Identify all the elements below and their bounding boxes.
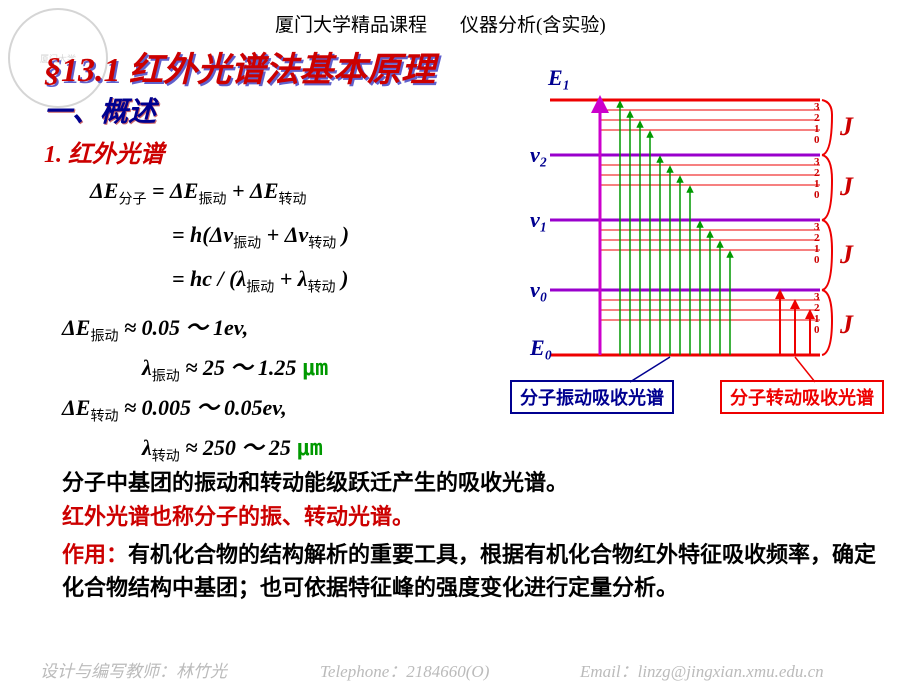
body-p2: 红外光谱也称分子的振、转动光谱。: [62, 500, 414, 533]
label-v2: v₂: [530, 142, 547, 168]
nums-1: 3 2 1 0: [814, 102, 820, 146]
nums-2: 3 2 1 0: [814, 157, 820, 201]
header-course: 厦门大学精品课程: [275, 10, 427, 37]
equation-line3: = hc / (λ振动 + λ转动 ): [172, 266, 348, 296]
item-1-heading: 1. 红外光谱: [44, 134, 164, 169]
body-p1: 分子中基团的振动和转动能级跃迁产生的吸收光谱。: [62, 466, 568, 499]
body-p3: 作用：有机化合物的结构解析的重要工具，根据有机化合物红外特征吸收频率，确定化合物…: [62, 538, 892, 604]
footer-author: 设计与编写教师：林竹光: [40, 657, 227, 682]
equation-line5: λ振动 ≈ 25 ～ 1.25 μm: [142, 350, 328, 385]
energy-level-diagram: E₁ E₀ v₂ v₁ v₀ J J J J 3 2 1 0 3 2 1 0 3…: [500, 60, 900, 410]
label-E1: E₁: [548, 65, 570, 91]
body-p3-text: 有机化合物的结构解析的重要工具，根据有机化合物红外特征吸收频率，确定化合物结构中…: [62, 542, 876, 600]
nums-4: 3 2 1 0: [814, 292, 820, 336]
overview-heading: 一、概述: [44, 90, 156, 130]
caption-rotation: 分子转动吸收光谱: [720, 380, 884, 414]
diagram-svg: [500, 60, 900, 390]
footer-phone: Telephone：2184660(O): [320, 657, 489, 682]
section-title: §13.1 红外光谱法基本原理: [44, 42, 435, 91]
header-subject: 仪器分析(含实验): [460, 10, 606, 37]
label-J2: J: [840, 172, 853, 202]
equation-line2: = h(Δv振动 + Δv转动 ): [172, 222, 349, 252]
label-E0: E₀: [530, 335, 552, 361]
caption-vibration: 分子振动吸收光谱: [510, 380, 674, 414]
label-v1: v₁: [530, 207, 547, 233]
footer-email: Email：linzg@jingxian.xmu.edu.cn: [580, 657, 824, 682]
label-J4: J: [840, 310, 853, 340]
equation-line4: ΔE振动 ≈ 0.05 ～ 1ev,: [62, 310, 248, 345]
nums-3: 3 2 1 0: [814, 222, 820, 266]
equation-line1: ΔE分子 = ΔE振动 + ΔE转动: [90, 178, 307, 208]
label-J1: J: [840, 112, 853, 142]
label-J3: J: [840, 240, 853, 270]
label-v0: v₀: [530, 277, 547, 303]
body-p3-label: 作用：: [62, 542, 128, 567]
equation-line6: ΔE转动 ≈ 0.005 ～ 0.05ev,: [62, 390, 287, 425]
equation-line7: λ转动 ≈ 250 ～ 25 μm: [142, 430, 323, 465]
